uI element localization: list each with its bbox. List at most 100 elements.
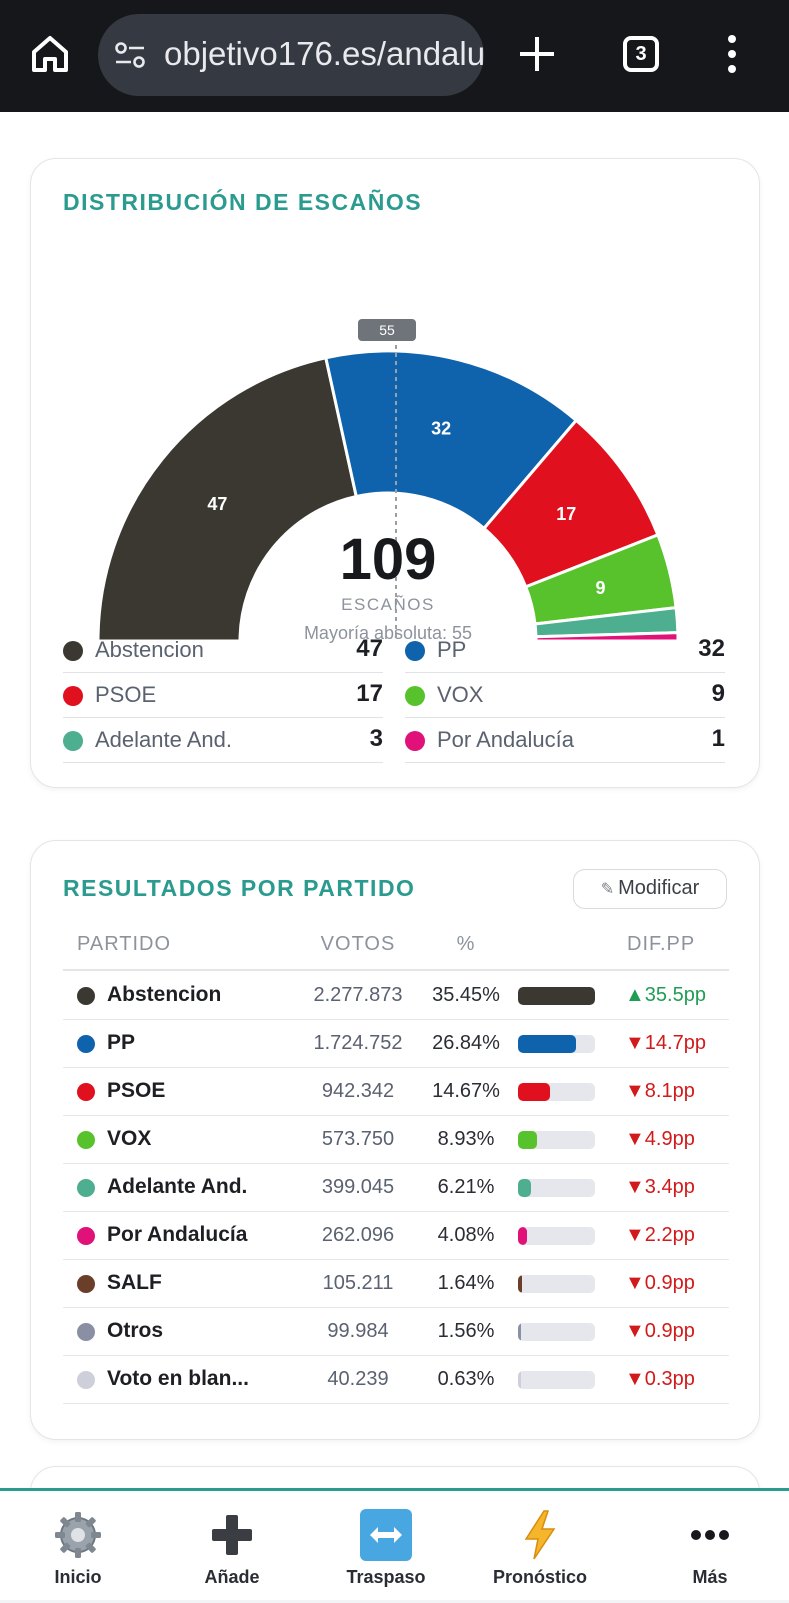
legend-item: VOX 9 [405, 674, 725, 718]
legend-value: 47 [356, 635, 383, 662]
party-name: Voto en blan... [107, 1367, 249, 1390]
nav-item-inicio[interactable]: Inicio [8, 1491, 148, 1603]
site-settings-icon[interactable] [114, 41, 146, 69]
slice-label: 17 [556, 504, 576, 524]
legend-name: Adelante And. [95, 727, 233, 752]
party-votes: 105.211 [322, 1272, 394, 1294]
party-dot [77, 1227, 95, 1245]
kebab-menu-icon[interactable] [725, 34, 739, 74]
party-votes: 573.750 [321, 1128, 395, 1150]
table-row[interactable]: PP 1.724.752 26.84% ▼14.7pp [63, 1020, 729, 1068]
party-name: Abstencion [107, 983, 222, 1006]
party-name: Por Andalucía [107, 1223, 248, 1246]
seats-card-title: DISTRIBUCIÓN DE ESCAÑOS [63, 189, 423, 215]
nav-label: Traspaso [346, 1567, 426, 1587]
tab-switcher-button[interactable]: 3 [623, 36, 659, 72]
new-tab-icon[interactable] [517, 34, 557, 74]
party-share-bar [518, 1179, 595, 1197]
party-dot [77, 987, 95, 1005]
table-row[interactable]: SALF 105.211 1.64% ▼0.9pp [63, 1260, 729, 1308]
table-row[interactable]: PSOE 942.342 14.67% ▼8.1pp [63, 1068, 729, 1116]
party-pct: 35.45% [432, 984, 500, 1006]
modify-button[interactable]: ✎ Modificar [573, 869, 727, 909]
table-row[interactable]: Adelante And. 399.045 6.21% ▼3.4pp [63, 1164, 729, 1212]
legend-item: Abstencion 47 [63, 629, 383, 673]
hemicycle-slice-abstencion [96, 355, 359, 643]
nav-label: Más [692, 1567, 728, 1587]
lightning-icon [524, 1510, 556, 1560]
legend-value: 17 [356, 680, 383, 707]
party-votes: 1.724.752 [313, 1032, 403, 1054]
nav-item-anade[interactable]: Añade [162, 1491, 302, 1603]
majority-marker: 55 [358, 319, 416, 639]
header-dif: DIF.PP [627, 933, 696, 955]
legend-dot [405, 686, 425, 706]
more-dots-icon [691, 1530, 729, 1540]
legend-item: Adelante And. 3 [63, 719, 383, 763]
legend-dot [63, 731, 83, 751]
party-name: PSOE [107, 1079, 166, 1102]
table-row[interactable]: VOX 573.750 8.93% ▼4.9pp [63, 1116, 729, 1164]
slice-label: 9 [595, 578, 605, 598]
hemicycle-slice-pp [324, 349, 579, 531]
legend-value: 3 [369, 725, 383, 752]
address-bar[interactable]: objetivo176.es/andalu [98, 14, 484, 96]
party-dif: ▼0.9pp [625, 1320, 695, 1342]
party-votes: 2.277.873 [313, 984, 403, 1006]
party-votes: 262.096 [321, 1224, 395, 1246]
party-dot [77, 1083, 95, 1101]
party-dot [77, 1035, 95, 1053]
party-share-fill [518, 1323, 522, 1341]
party-share-fill [518, 1371, 522, 1389]
total-seats-label: ESCAÑOS [341, 595, 435, 614]
party-name: Otros [107, 1319, 164, 1342]
table-row[interactable]: Voto en blan... 40.239 0.63% ▼0.3pp [63, 1356, 729, 1404]
nav-item-traspaso[interactable]: Traspaso [316, 1491, 456, 1603]
header-divider [63, 969, 729, 971]
party-share-fill [518, 1179, 532, 1197]
legend-dot [63, 686, 83, 706]
majority-text: Mayoría absoluta: 55 [304, 623, 472, 643]
party-dot [77, 1179, 95, 1197]
nav-label: Inicio [54, 1567, 102, 1587]
party-name: Adelante And. [107, 1175, 248, 1198]
hemicycle-slice-por-andaluc-a [534, 631, 680, 643]
party-dot [77, 1371, 95, 1389]
transfer-arrows-icon [360, 1509, 412, 1561]
party-share-fill [518, 1083, 550, 1101]
table-row[interactable]: Otros 99.984 1.56% ▼0.9pp [63, 1308, 729, 1356]
modify-button-label: Modificar [618, 877, 700, 899]
party-pct: 1.64% [437, 1272, 495, 1294]
party-name: PP [107, 1031, 136, 1054]
browser-toolbar: objetivo176.es/andalu 3 [0, 0, 789, 112]
party-share-bar [518, 1371, 595, 1389]
legend-name: Por Andalucía [437, 727, 574, 752]
party-share-bar [518, 987, 595, 1005]
party-share-fill [518, 1227, 527, 1245]
party-dif: ▼4.9pp [625, 1128, 695, 1150]
home-icon[interactable] [28, 32, 72, 76]
party-share-fill [518, 1035, 577, 1053]
slice-label: 47 [207, 494, 227, 514]
legend-name: Abstencion [95, 637, 204, 662]
results-card-title: RESULTADOS POR PARTIDO [63, 875, 416, 901]
gear-icon [55, 1512, 101, 1558]
party-share-bar [518, 1035, 595, 1053]
party-share-bar [518, 1323, 595, 1341]
party-dif: ▼0.3pp [625, 1368, 695, 1390]
table-row[interactable]: Abstencion 2.277.873 35.45% ▲35.5pp [63, 972, 729, 1020]
party-pct: 1.56% [437, 1320, 495, 1342]
nav-item-pronostico[interactable]: Pronóstico [470, 1491, 610, 1603]
party-name: SALF [107, 1271, 162, 1294]
nav-label: Pronóstico [492, 1567, 587, 1587]
plus-icon [212, 1515, 252, 1555]
party-pct: 8.93% [437, 1128, 495, 1150]
party-dif: ▼3.4pp [625, 1176, 695, 1198]
seats-distribution-card: DISTRIBUCIÓN DE ESCAÑOS 55 47 32 17 9 109 E… [30, 158, 760, 788]
nav-item-mas[interactable]: Más [640, 1491, 780, 1603]
table-row[interactable]: Por Andalucía 262.096 4.08% ▼2.2pp [63, 1212, 729, 1260]
total-seats: 109 [340, 527, 437, 592]
url-text[interactable]: objetivo176.es/andalu [164, 35, 484, 72]
party-votes: 99.984 [327, 1320, 389, 1342]
party-pct: 6.21% [437, 1176, 495, 1198]
